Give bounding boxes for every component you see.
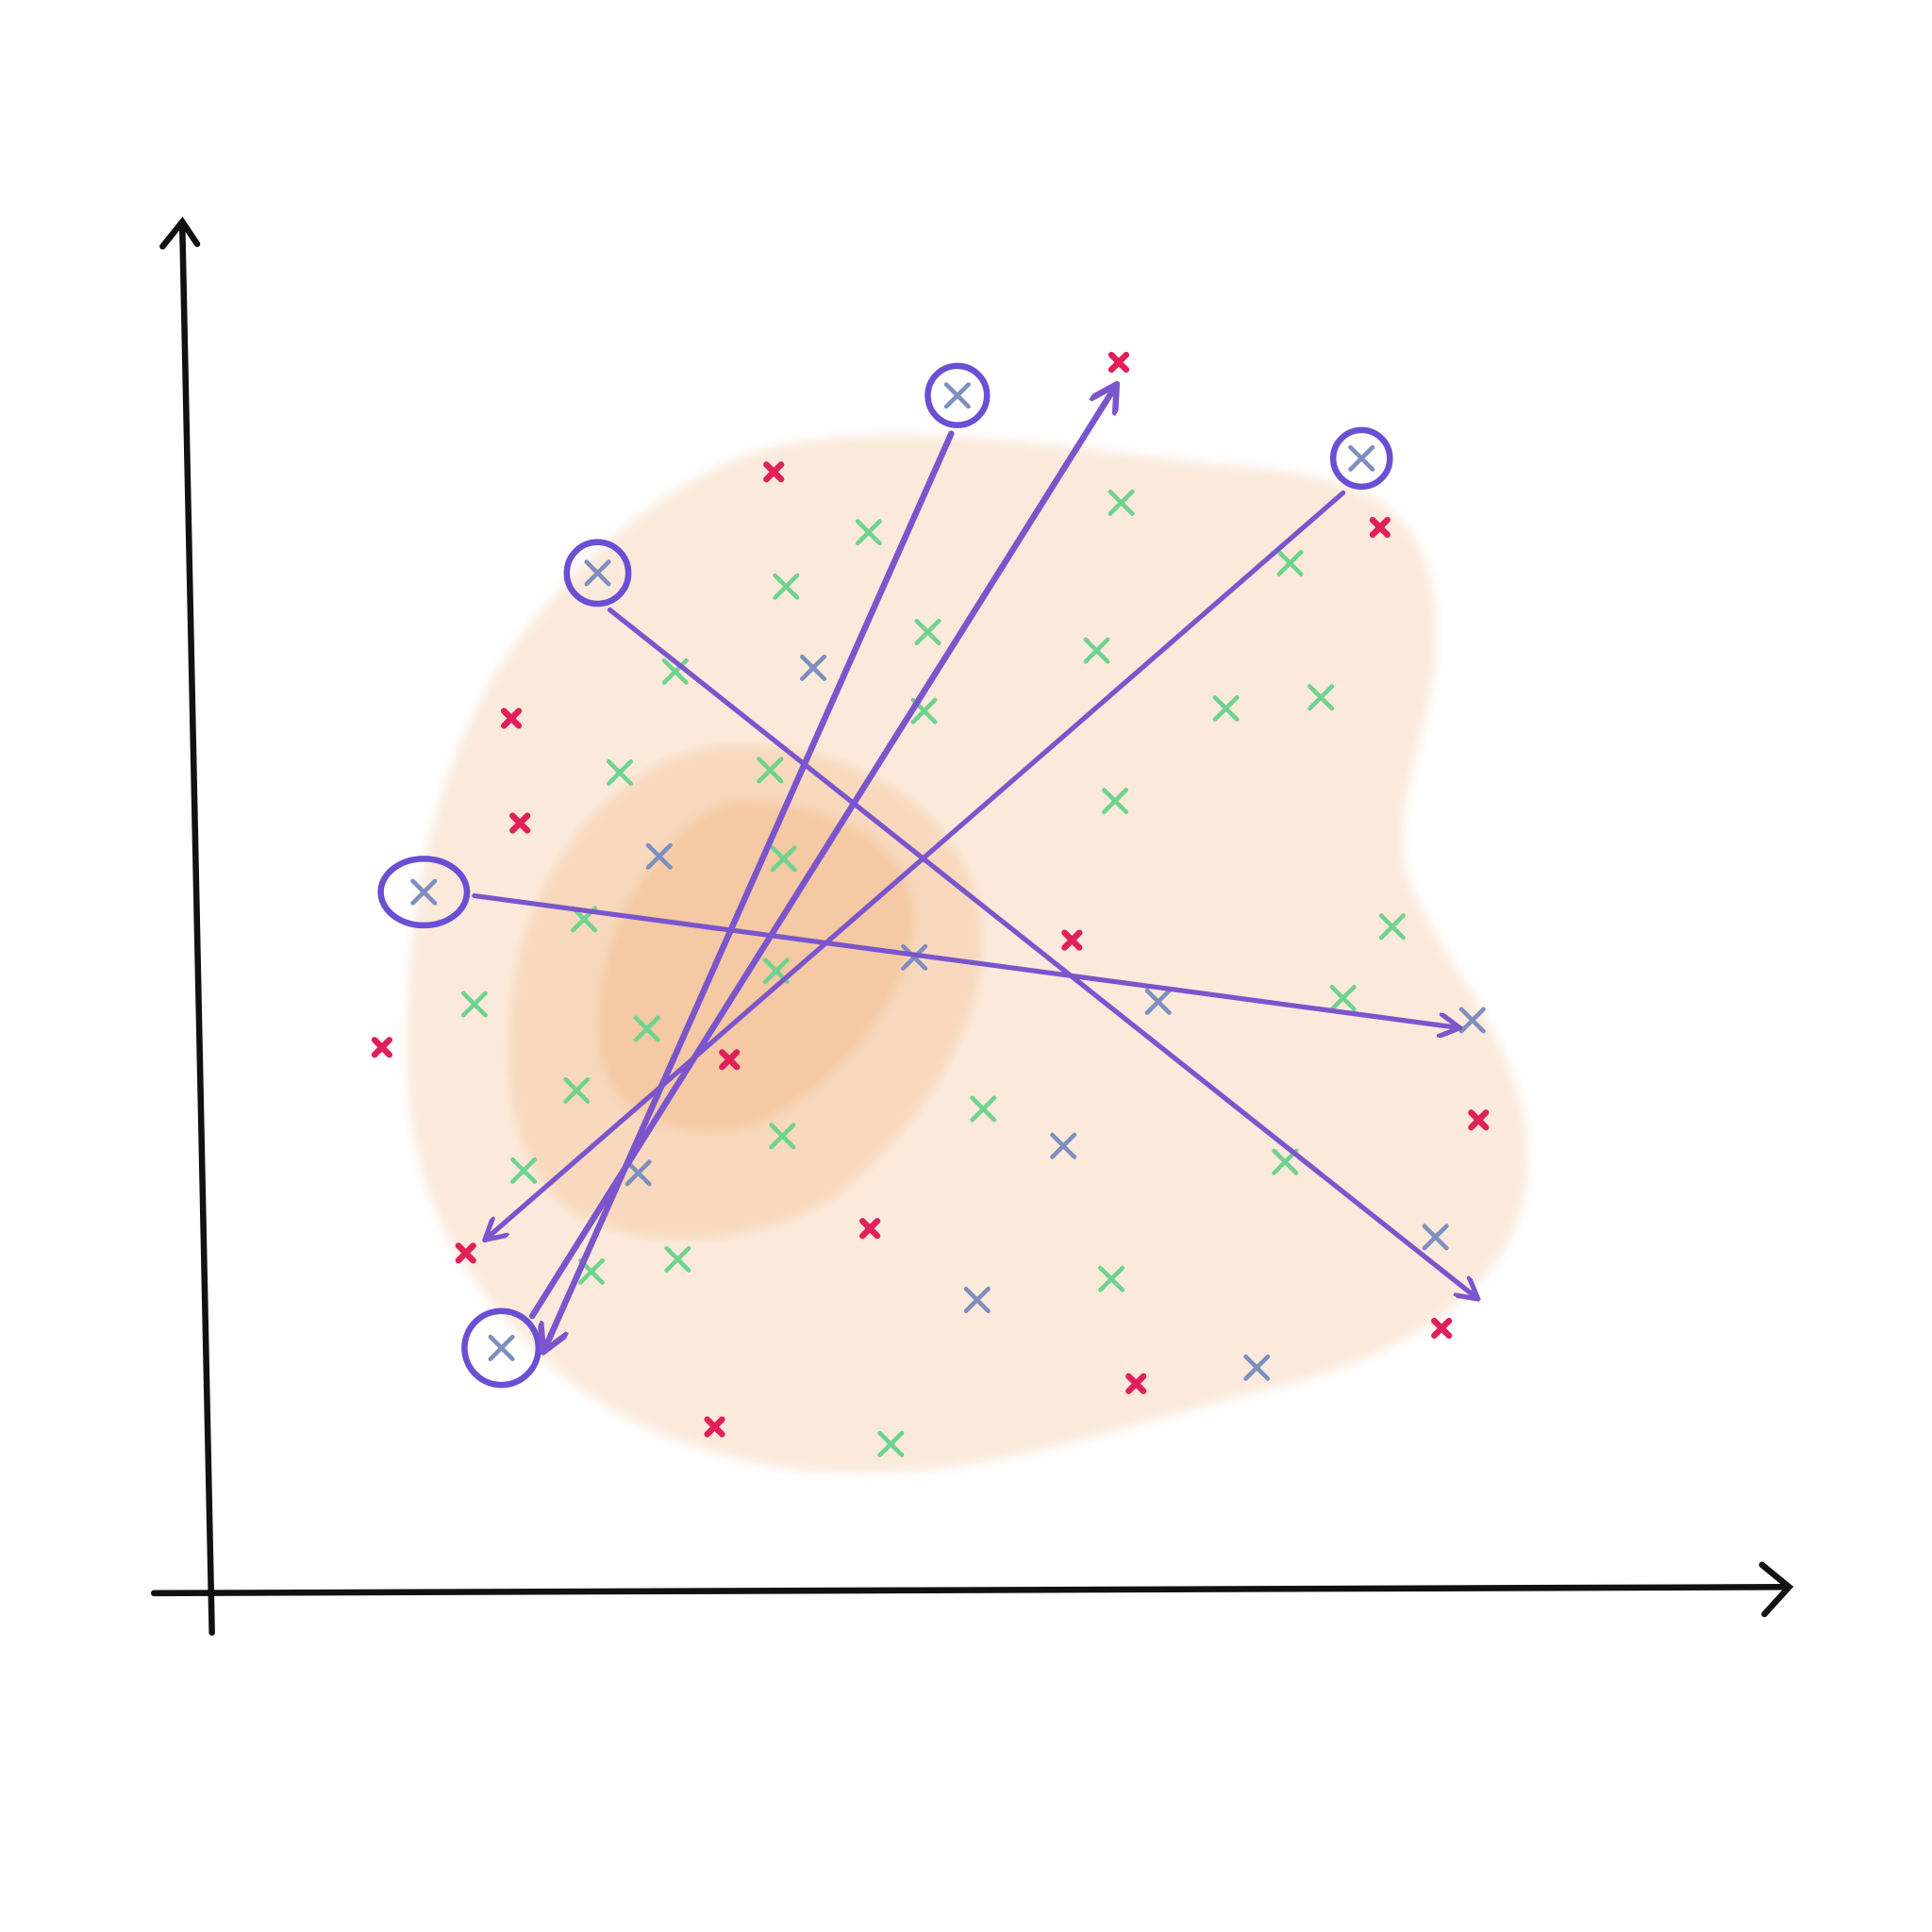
point-cross: [719, 1049, 741, 1071]
point-cross: [625, 1159, 652, 1187]
point-cross: [963, 1286, 991, 1313]
y-axis: [179, 225, 215, 1636]
point-cross: [1276, 549, 1304, 576]
point-cross: [633, 1015, 660, 1042]
point-cross: [1369, 516, 1391, 539]
point-cross: [763, 461, 785, 483]
point-cross: [1125, 1373, 1147, 1394]
arrow: [487, 490, 1346, 1238]
point-cross: [943, 382, 971, 409]
axes: [151, 216, 1794, 1636]
point-cross: [1061, 929, 1083, 951]
arrow: [472, 892, 1457, 1028]
point-cross: [1098, 1265, 1125, 1292]
point-cross: [855, 519, 882, 546]
highlight-circle: [377, 856, 471, 929]
point-cross: [410, 878, 438, 906]
point-cross: [1307, 684, 1335, 711]
point-cross: [645, 842, 673, 870]
point-cross: [1050, 1132, 1077, 1159]
point-cross: [757, 757, 784, 784]
point-cross: [1102, 787, 1129, 815]
point-cross: [1083, 637, 1110, 664]
point-cross: [1348, 444, 1375, 472]
point-cross: [1422, 1224, 1449, 1251]
point-cross: [704, 1416, 725, 1438]
arrow: [544, 430, 955, 1349]
point-cross: [799, 654, 827, 681]
highlight-circle: [924, 362, 991, 428]
point-cross: [1144, 988, 1172, 1015]
arrows: [472, 387, 1476, 1349]
arrow: [528, 387, 1115, 1320]
point-cross: [859, 1218, 881, 1240]
point-cross: [1108, 351, 1130, 374]
point-cross: [1108, 489, 1135, 516]
highlight-circle: [563, 539, 632, 608]
point-cross: [664, 1245, 691, 1273]
point-cross: [901, 943, 928, 971]
x-axis-arrow: [1758, 1561, 1794, 1618]
point-cross: [1458, 1007, 1486, 1034]
x-axis: [151, 1584, 1790, 1597]
point-cross: [661, 658, 689, 685]
point-cross: [563, 1076, 591, 1104]
point-cross: [488, 1334, 515, 1361]
point-cross: [1212, 694, 1240, 723]
point-cross: [510, 1157, 538, 1184]
point-cross: [877, 1430, 905, 1457]
point-cross: [914, 618, 941, 646]
points: [371, 351, 1490, 1457]
point-cross: [584, 559, 611, 587]
point-cross: [770, 845, 797, 873]
highlight-circle: [1329, 426, 1393, 491]
point-cross: [455, 1242, 476, 1264]
point-cross: [1378, 913, 1406, 941]
point-cross: [371, 1037, 392, 1058]
arrow: [607, 607, 1476, 1298]
point-cross: [460, 991, 488, 1018]
point-cross: [606, 758, 634, 786]
y-axis-arrow: [159, 216, 201, 250]
point-cross: [773, 573, 800, 600]
point-cross: [769, 1123, 796, 1150]
point-cross: [500, 708, 523, 729]
point-cross: [1329, 984, 1357, 1011]
point-cross: [1468, 1109, 1490, 1131]
point-cross: [970, 1095, 997, 1123]
point-cross: [1431, 1317, 1453, 1340]
point-cross: [1243, 1354, 1271, 1381]
point-cross: [509, 812, 531, 834]
